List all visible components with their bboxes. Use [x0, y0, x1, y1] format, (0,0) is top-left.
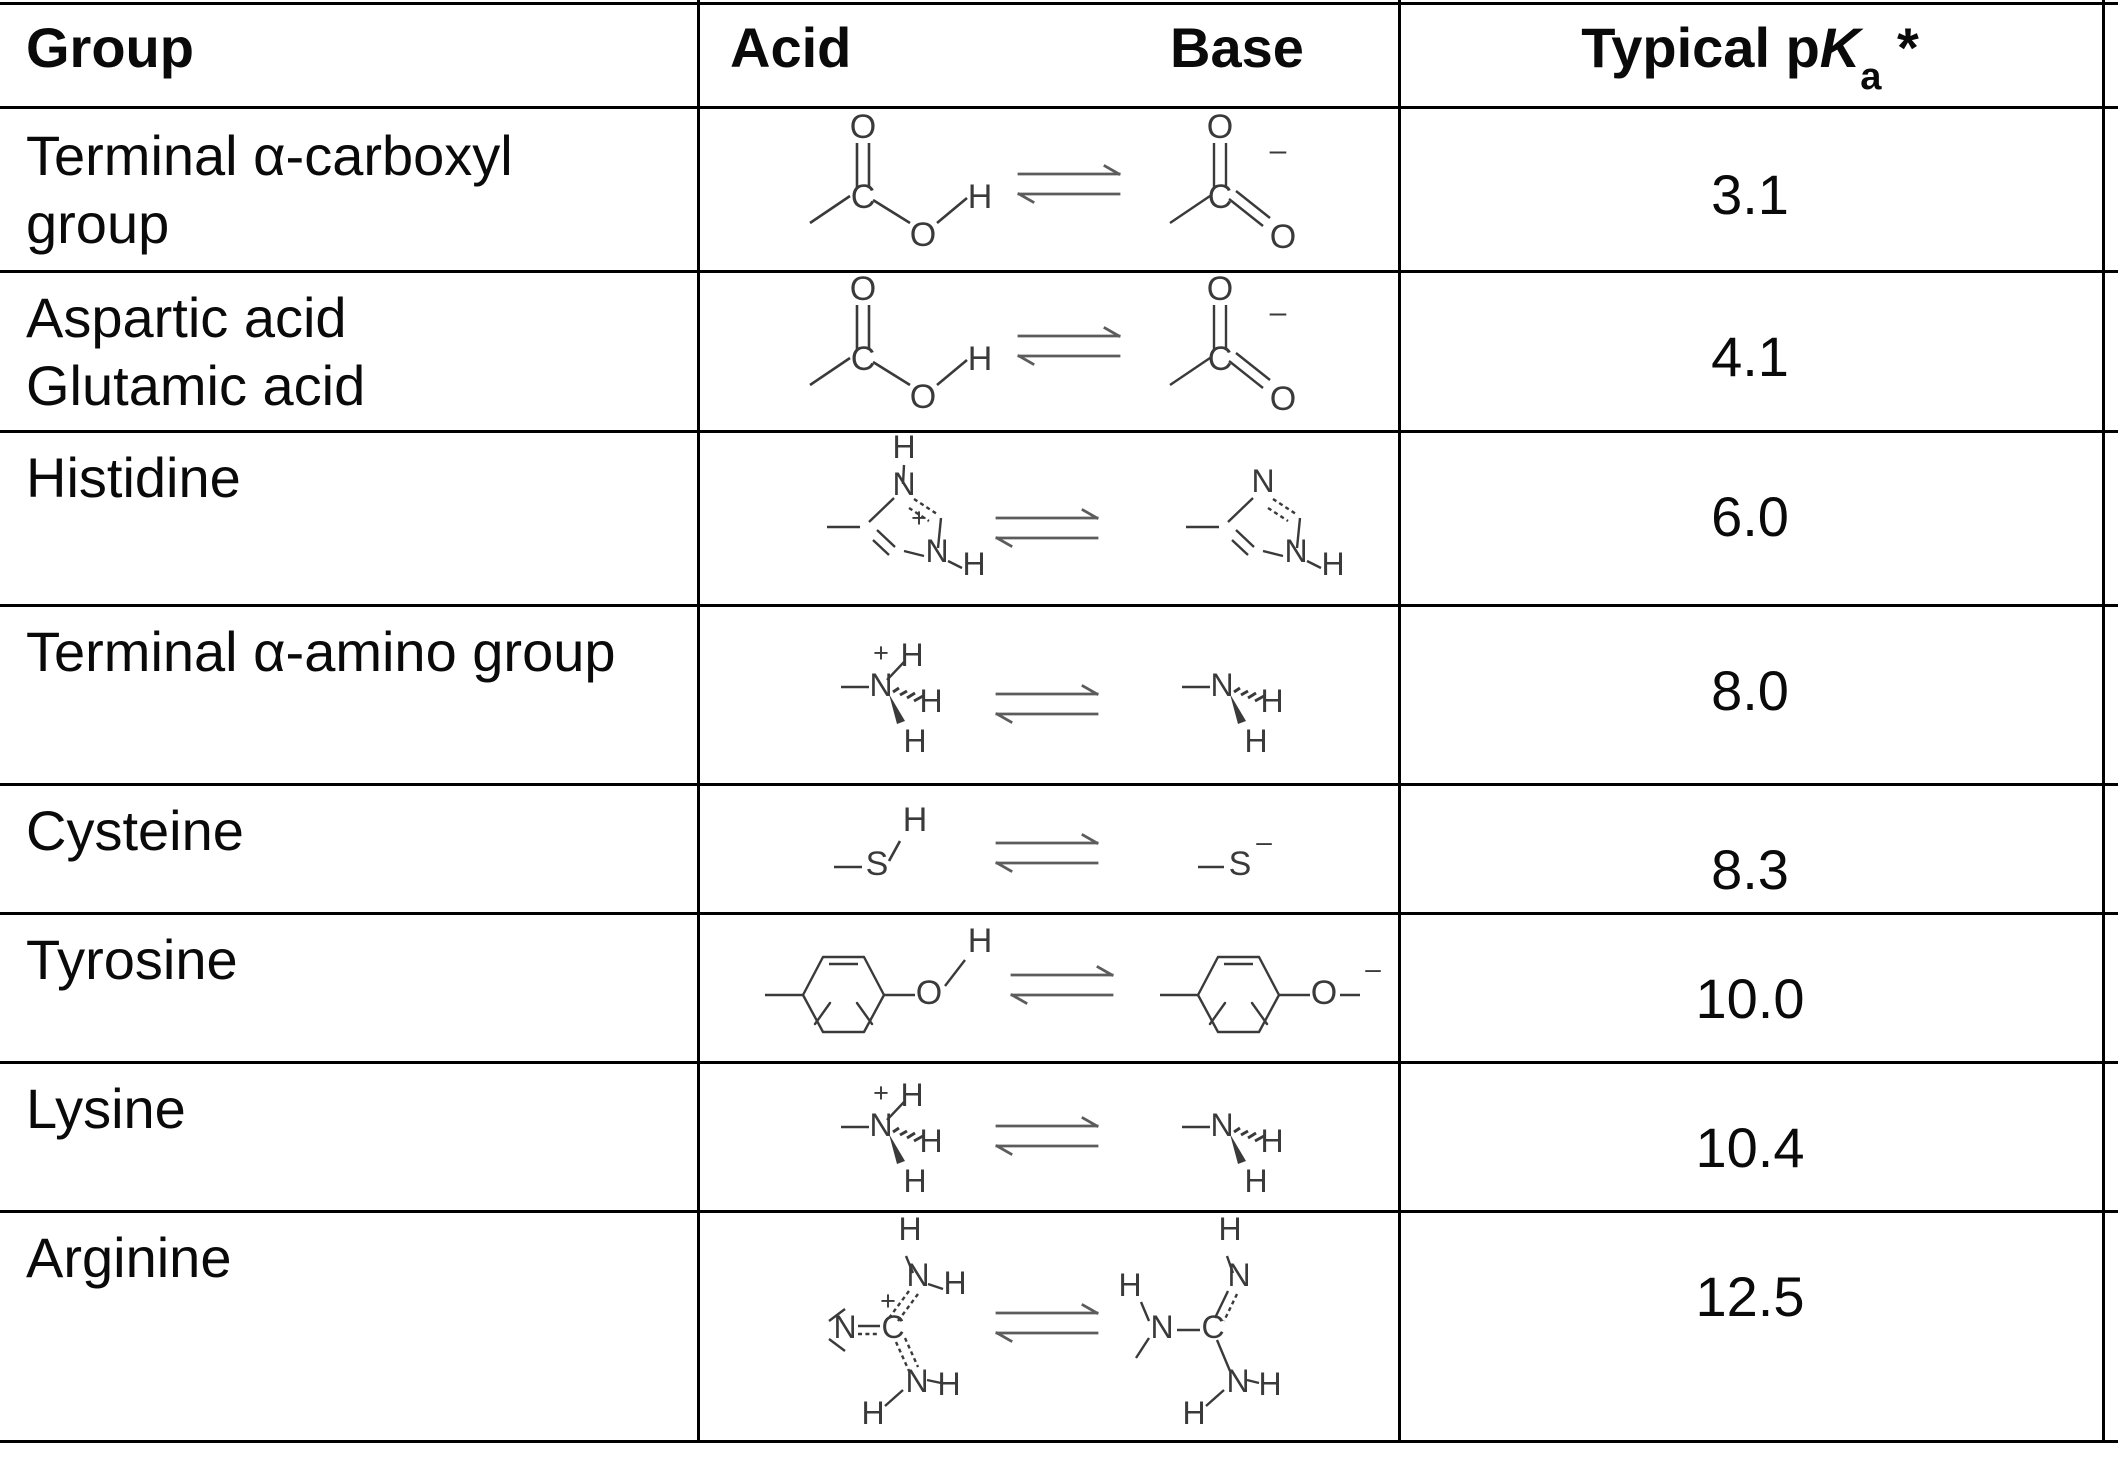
svg-text:H: H	[900, 1077, 923, 1113]
svg-text:H: H	[968, 178, 993, 216]
svg-text:H: H	[968, 922, 993, 960]
svg-text:–: –	[1256, 826, 1272, 857]
svg-text:H: H	[900, 637, 923, 673]
svg-text:H: H	[1321, 546, 1344, 582]
svg-text:N: N	[1210, 1107, 1233, 1143]
svg-text:O: O	[1270, 218, 1296, 256]
svg-text:H: H	[919, 1123, 942, 1159]
svg-text:H: H	[1182, 1395, 1205, 1431]
svg-text:H: H	[943, 1265, 966, 1301]
svg-text:S: S	[866, 845, 889, 883]
svg-text:H: H	[919, 683, 942, 719]
svg-text:H: H	[1244, 1163, 1267, 1199]
svg-text:H: H	[937, 1366, 960, 1402]
svg-text:C: C	[881, 1309, 904, 1345]
svg-text:N: N	[1284, 533, 1307, 569]
svg-text:O: O	[910, 216, 936, 254]
svg-text:H: H	[1244, 723, 1267, 759]
svg-text:+: +	[911, 503, 927, 533]
svg-text:+: +	[873, 1078, 889, 1108]
svg-text:N: N	[905, 1363, 928, 1399]
svg-text:N: N	[869, 1107, 892, 1143]
svg-text:H: H	[892, 430, 915, 465]
svg-text:N: N	[1251, 463, 1274, 499]
svg-text:O: O	[1311, 974, 1337, 1012]
svg-text:S: S	[1229, 845, 1252, 883]
svg-text:O: O	[1207, 108, 1233, 146]
svg-text:H: H	[962, 546, 985, 582]
svg-text:O: O	[850, 108, 876, 146]
svg-text:O: O	[1270, 380, 1296, 418]
svg-text:–: –	[1270, 134, 1287, 167]
svg-text:N: N	[892, 466, 915, 502]
svg-text:C: C	[851, 340, 876, 378]
svg-text:O: O	[916, 974, 942, 1012]
svg-text:O: O	[850, 270, 876, 308]
svg-text:H: H	[1218, 1211, 1241, 1247]
svg-text:–: –	[1365, 953, 1381, 984]
svg-text:N: N	[1226, 1363, 1249, 1399]
svg-text:O: O	[1207, 270, 1233, 308]
svg-text:N: N	[869, 667, 892, 703]
svg-text:N: N	[906, 1257, 929, 1293]
svg-text:C: C	[1208, 340, 1233, 378]
svg-text:H: H	[903, 1163, 926, 1199]
svg-text:H: H	[968, 340, 993, 378]
svg-text:N: N	[1227, 1257, 1250, 1293]
svg-text:H: H	[1258, 1366, 1281, 1402]
svg-text:H: H	[861, 1395, 884, 1431]
svg-text:H: H	[1118, 1267, 1141, 1303]
svg-text:N: N	[1210, 667, 1233, 703]
svg-text:H: H	[898, 1211, 921, 1247]
svg-text:C: C	[1201, 1309, 1224, 1345]
svg-text:H: H	[1260, 683, 1283, 719]
svg-text:+: +	[873, 638, 889, 668]
svg-text:H: H	[903, 801, 928, 839]
svg-text:C: C	[851, 178, 876, 216]
svg-text:–: –	[1270, 296, 1287, 329]
svg-text:N: N	[1150, 1309, 1173, 1345]
svg-text:N: N	[925, 533, 948, 569]
svg-text:O: O	[910, 378, 936, 416]
svg-text:C: C	[1208, 178, 1233, 216]
svg-text:H: H	[1260, 1123, 1283, 1159]
svg-text:N: N	[833, 1309, 856, 1345]
svg-text:H: H	[903, 723, 926, 759]
